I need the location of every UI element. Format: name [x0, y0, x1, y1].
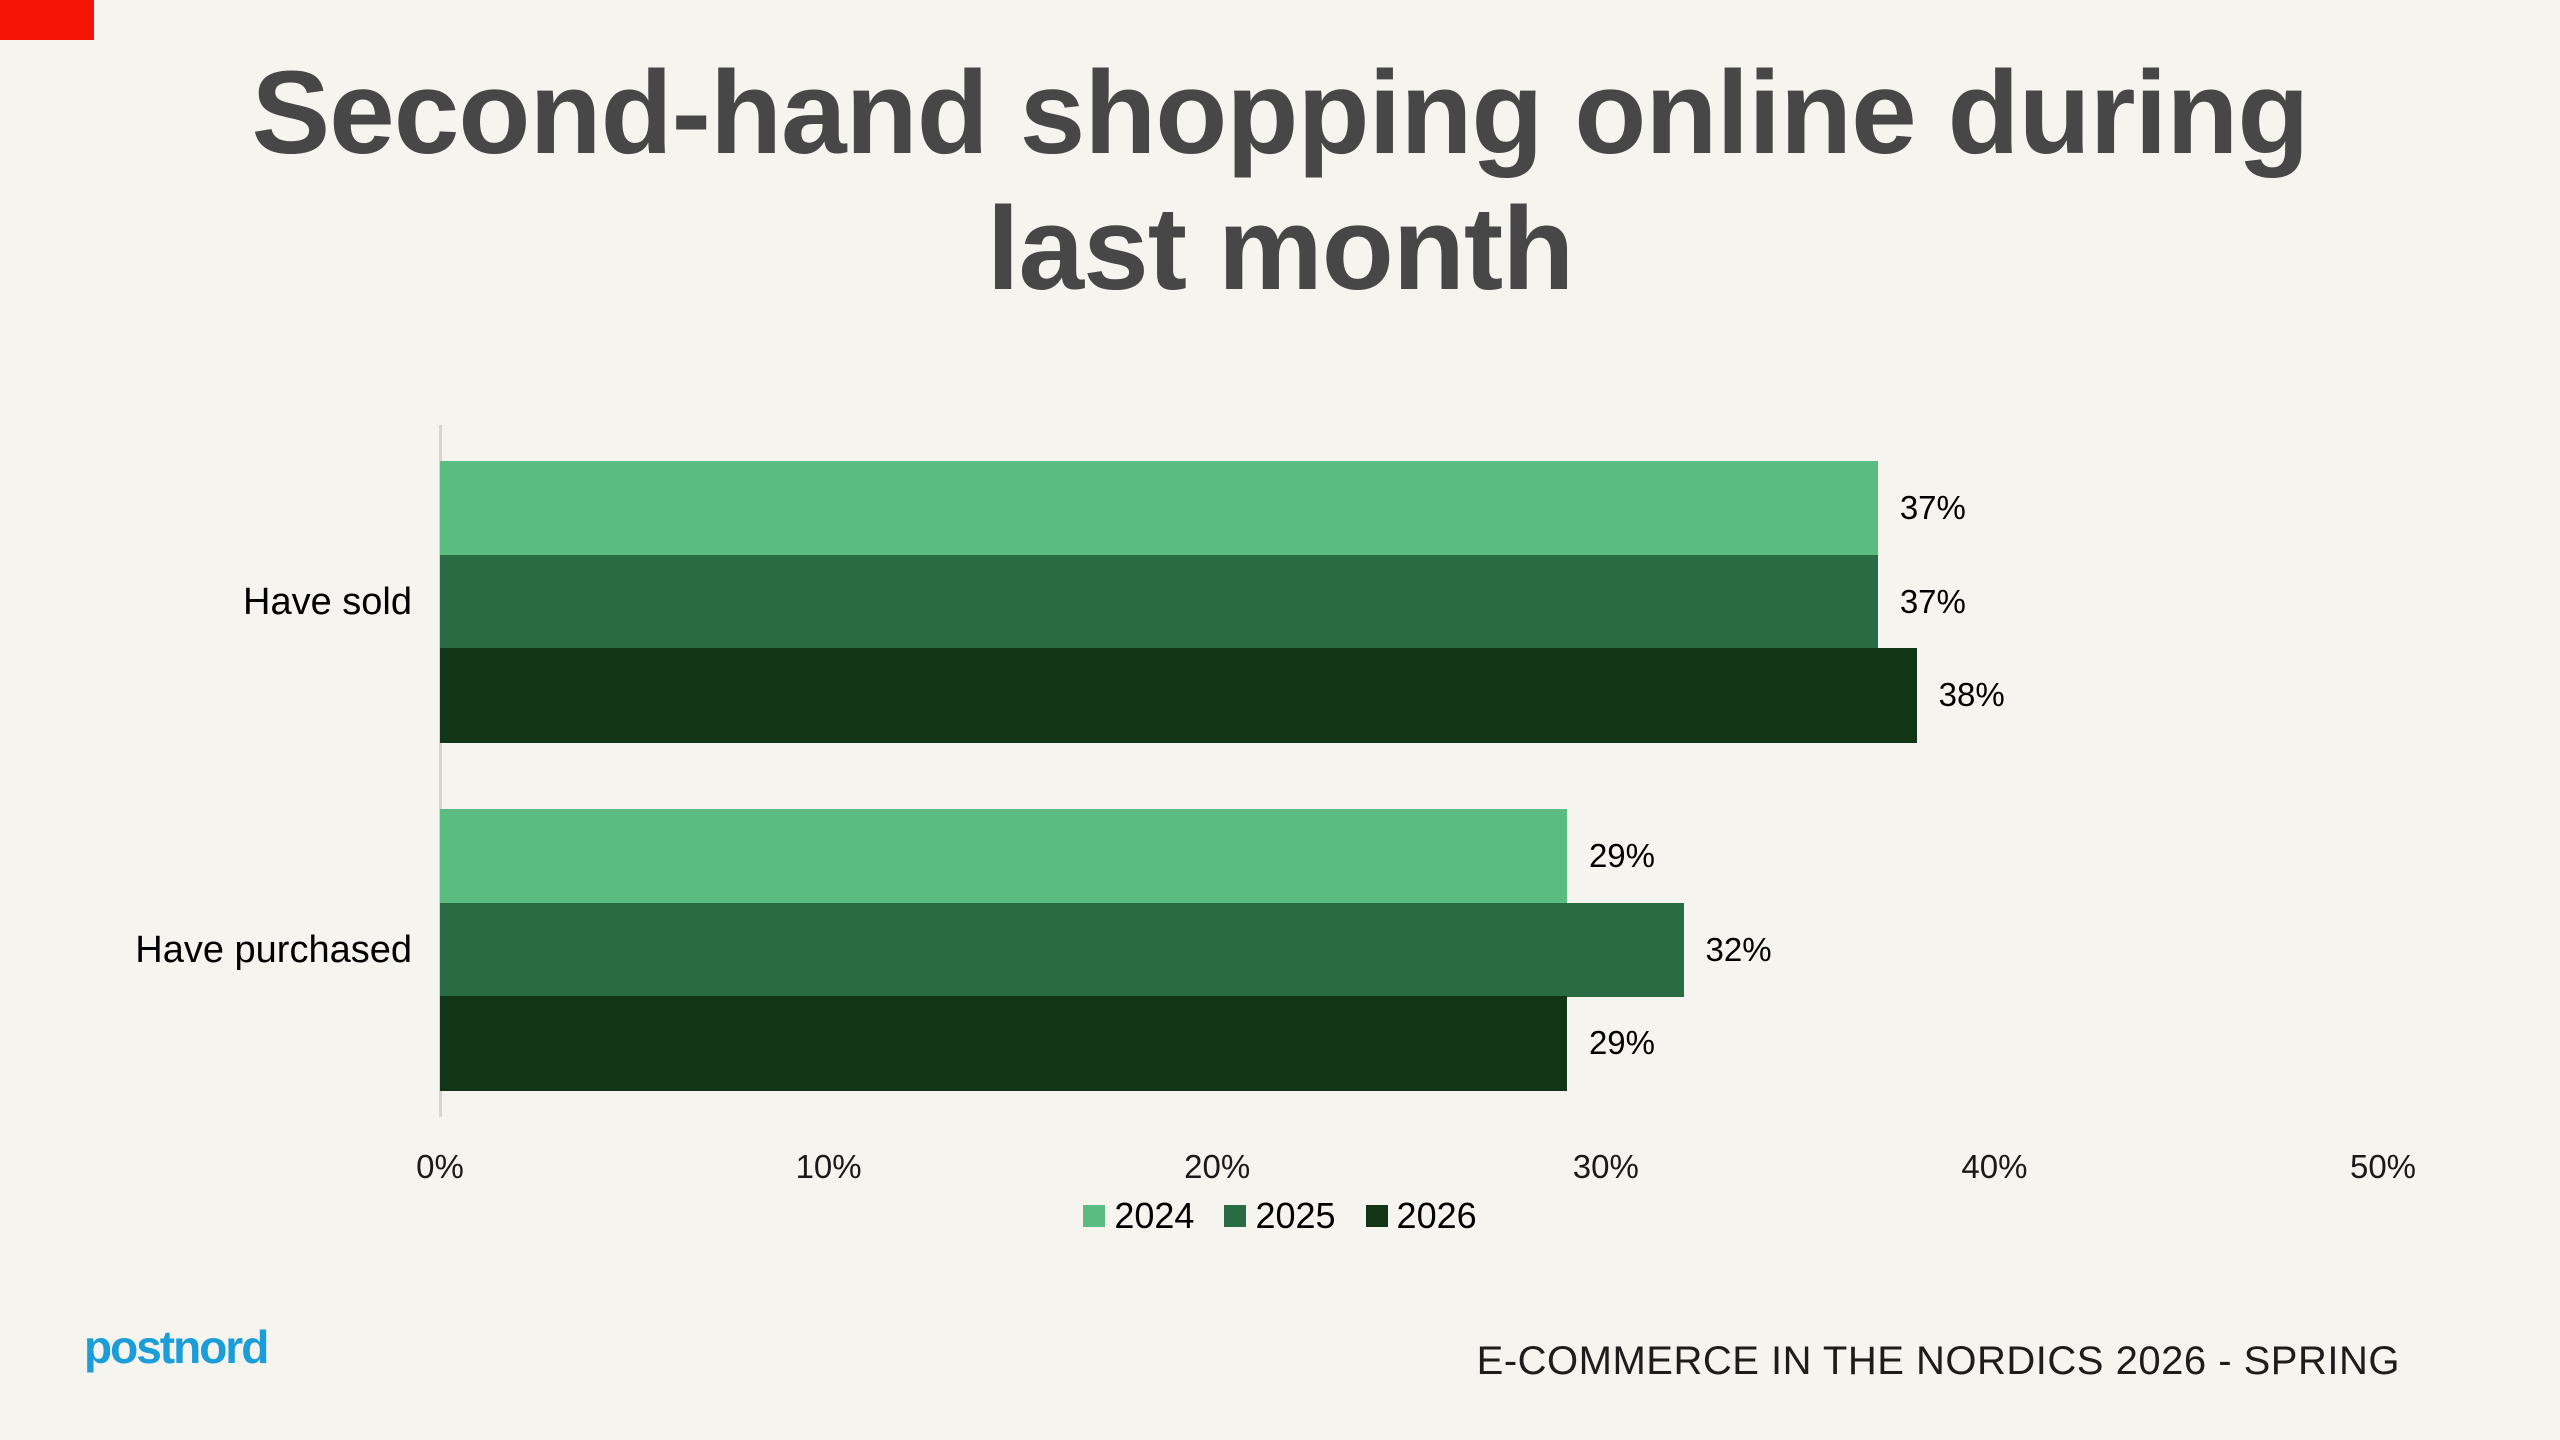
legend-label-2024: 2024	[1114, 1195, 1195, 1236]
postnord-logo: postnord	[84, 1321, 269, 1373]
legend-swatch-2026	[1365, 1205, 1388, 1227]
footer-report-title: E-COMMERCE IN THE NORDICS 2026 - SPRING	[1476, 1339, 2400, 1383]
x-tick-20pct: 20%	[1184, 1148, 1251, 1185]
value-label-2025-have-purchased: 32%	[1705, 930, 1772, 968]
bar-2024-have-purchased	[440, 809, 1567, 904]
legend-item-2026: 2026	[1365, 1195, 1477, 1236]
bar-2026-have-sold	[440, 648, 1917, 743]
legend-swatch-2024	[1083, 1205, 1106, 1227]
value-label-2025-have-sold: 37%	[1899, 582, 1966, 620]
value-label-2026-have-purchased: 29%	[1588, 1024, 1655, 1062]
legend-label-2025: 2025	[1255, 1195, 1336, 1236]
x-tick-0pct: 0%	[416, 1148, 464, 1185]
bar-2025-have-purchased	[440, 902, 1684, 997]
bar-2025-have-sold	[440, 554, 1878, 649]
chart-title-line-2: last month	[986, 182, 1575, 315]
corner-marker	[0, 0, 94, 40]
category-label-have-sold: Have sold	[243, 580, 412, 623]
legend-item-2025: 2025	[1224, 1195, 1336, 1236]
legend-label-2026: 2026	[1396, 1195, 1477, 1236]
chart-title-line-1: Second-hand shopping online during	[251, 47, 2309, 179]
chart-title: Second-hand shopping online during last …	[0, 46, 2560, 317]
x-tick-40pct: 40%	[1961, 1148, 2028, 1185]
value-label-2026-have-sold: 38%	[1938, 676, 2005, 714]
x-tick-10pct: 10%	[795, 1148, 862, 1185]
category-label-have-purchased: Have purchased	[135, 928, 412, 971]
value-label-2024-have-purchased: 29%	[1588, 836, 1655, 874]
x-tick-30pct: 30%	[1572, 1148, 1639, 1185]
bar-2024-have-sold	[440, 461, 1878, 556]
bar-2026-have-purchased	[440, 996, 1567, 1091]
x-tick-50pct: 50%	[2349, 1148, 2417, 1185]
value-label-2024-have-sold: 37%	[1899, 488, 1966, 526]
legend-item-2024: 2024	[1083, 1196, 1194, 1236]
chart-legend: 2024 2025 2026	[0, 1196, 2560, 1236]
y-axis-line	[439, 425, 442, 1117]
legend-swatch-2025	[1224, 1205, 1247, 1227]
